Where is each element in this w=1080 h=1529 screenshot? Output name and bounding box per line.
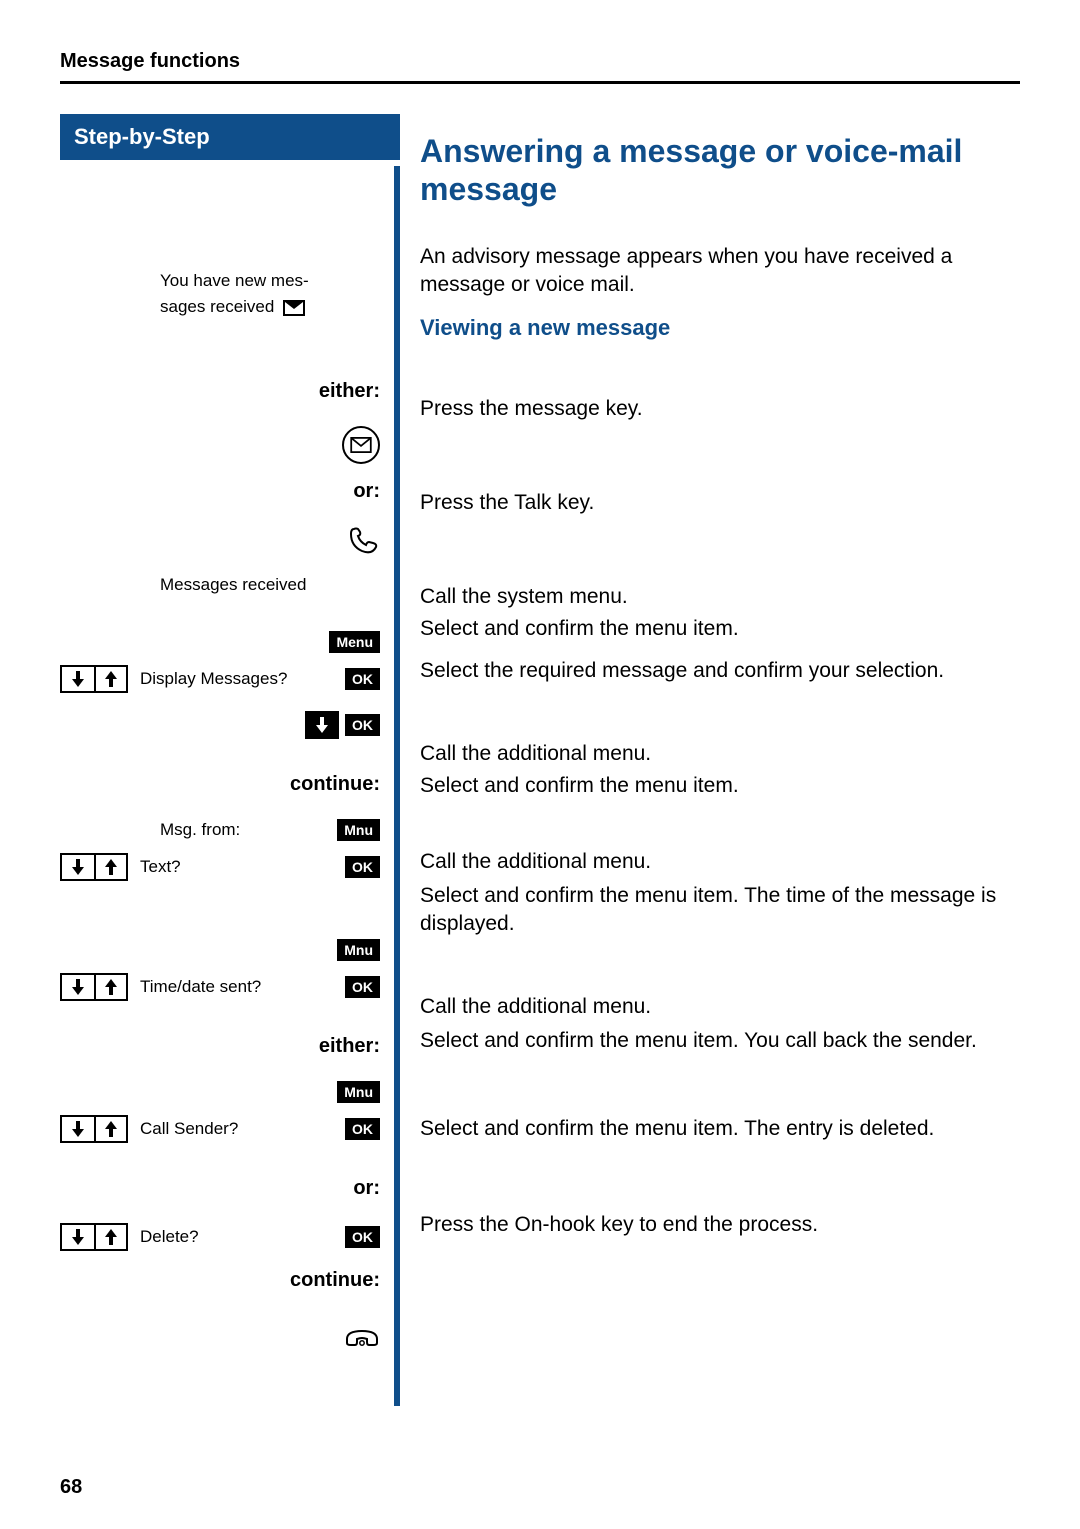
- nav-arrows-icon-5: [60, 1223, 128, 1251]
- call-system-menu: Call the system menu.: [420, 585, 1020, 609]
- menu-badge: Menu: [329, 631, 380, 653]
- ok-badge-3: OK: [345, 856, 380, 878]
- ok-badge-5: OK: [345, 1118, 380, 1140]
- time-date-text: Time/date sent?: [134, 977, 339, 997]
- select-confirm-1: Select and confirm the menu item.: [420, 617, 1020, 641]
- text-q: Text?: [134, 857, 339, 877]
- step-by-step-header: Step-by-Step: [60, 114, 400, 160]
- label-either-2: either:: [319, 1035, 380, 1058]
- call-additional-2: Call the additional menu.: [420, 850, 1020, 874]
- select-confirm-2: Select and confirm the menu item.: [420, 774, 1020, 798]
- call-additional-1: Call the additional menu.: [420, 742, 1020, 766]
- nav-arrows-icon-2: [60, 853, 128, 881]
- ok-badge-4: OK: [345, 976, 380, 998]
- select-callback: Select and confirm the menu item. You ca…: [420, 1027, 1020, 1055]
- sub-viewing: Viewing a new message: [420, 315, 1020, 341]
- label-or-2: or:: [353, 1177, 380, 1200]
- left-rail: You have new mes- sages received either:: [60, 166, 400, 1406]
- press-onhook: Press the On-hook key to end the process…: [420, 1213, 1020, 1237]
- advisory-text: An advisory message appears when you hav…: [420, 243, 1020, 300]
- press-talk-key: Press the Talk key.: [420, 491, 1020, 515]
- mnu-badge-1: Mnu: [337, 819, 380, 841]
- section-header: Message functions: [60, 50, 1020, 84]
- ok-badge-6: OK: [345, 1226, 380, 1248]
- select-delete: Select and confirm the menu item. The en…: [420, 1117, 1020, 1141]
- envelope-icon: [283, 300, 305, 316]
- display-messages-text: Display Messages?: [134, 669, 339, 689]
- msg-from-text: Msg. from:: [160, 820, 331, 840]
- select-required: Select the required message and confirm …: [420, 657, 1020, 685]
- onhook-key-icon: [344, 1323, 380, 1354]
- label-continue-2: continue:: [290, 1269, 380, 1292]
- arrow-down-icon: [305, 711, 339, 739]
- advisory-left: You have new mes- sages received: [60, 271, 386, 318]
- nav-arrows-icon-4: [60, 1115, 128, 1143]
- message-key-icon: [342, 426, 380, 464]
- advisory-line2: sages received: [160, 297, 274, 316]
- ok-badge-2: OK: [345, 714, 380, 736]
- page-number: 68: [60, 1476, 82, 1499]
- messages-received-text: Messages received: [160, 575, 306, 595]
- talk-key-icon: [348, 526, 380, 559]
- label-either-1: either:: [319, 380, 380, 403]
- advisory-line1: You have new mes-: [160, 271, 309, 291]
- nav-arrows-icon-3: [60, 973, 128, 1001]
- label-or-1: or:: [353, 480, 380, 503]
- call-additional-3: Call the additional menu.: [420, 995, 1020, 1019]
- call-sender-text: Call Sender?: [134, 1119, 339, 1139]
- select-time: Select and confirm the menu item. The ti…: [420, 882, 1020, 939]
- delete-text: Delete?: [134, 1227, 339, 1247]
- ok-badge: OK: [345, 668, 380, 690]
- mnu-badge-2: Mnu: [337, 939, 380, 961]
- label-continue-1: continue:: [290, 773, 380, 796]
- nav-arrows-icon: [60, 665, 128, 693]
- press-message-key: Press the message key.: [420, 397, 1020, 421]
- right-column: Answering a message or voice-mail messag…: [400, 114, 1020, 1406]
- mnu-badge-3: Mnu: [337, 1081, 380, 1103]
- main-title: Answering a message or voice-mail messag…: [420, 132, 1020, 209]
